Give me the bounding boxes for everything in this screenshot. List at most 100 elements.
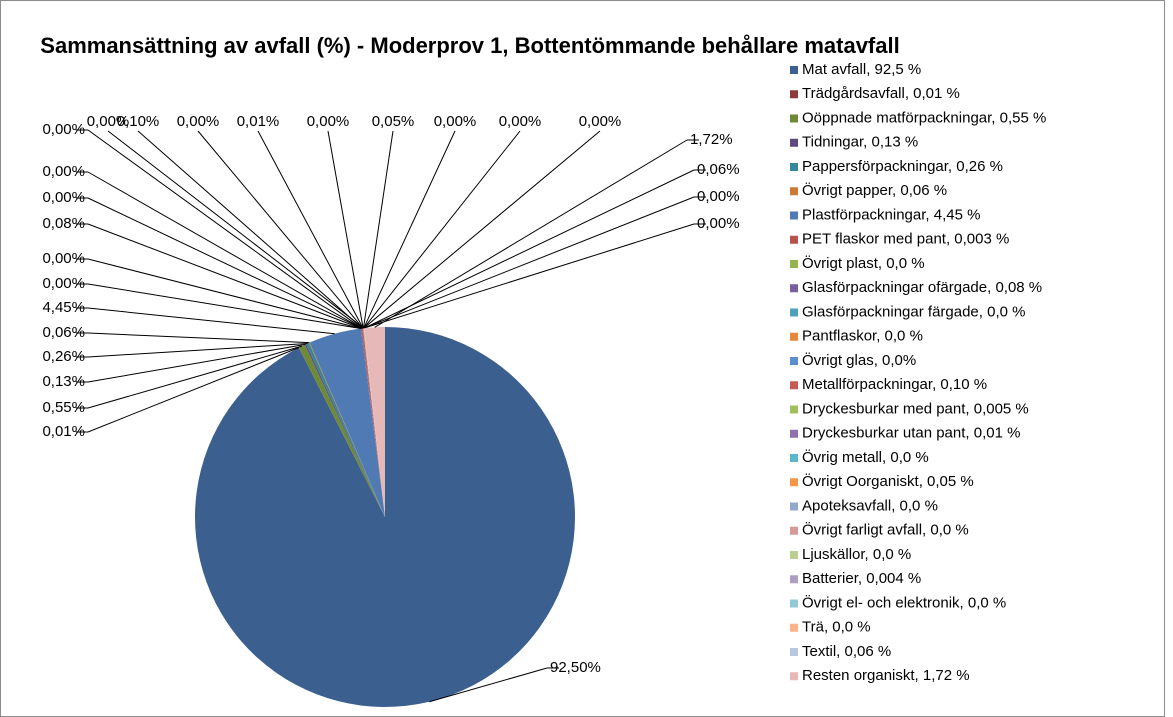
data-label: 0,06% [42,324,85,341]
legend-label: Oöppnade matförpackningar, 0,55 % [802,109,1046,126]
legend-label: Plastförpackningar, 4,45 % [802,206,980,223]
pie-slice [360,328,385,517]
leader-line [87,343,306,383]
legend-swatch [790,575,798,584]
pie-slice [309,328,385,517]
legend-label: Mat avfall, 92,5 % [802,61,921,78]
legend-label: Dryckesburkar utan pant, 0,01 % [802,425,1020,442]
data-label: 0,55% [42,399,85,416]
leader-line [87,197,363,329]
leader-line [363,130,601,329]
legend-label: Resten organiskt, 1,72 % [802,667,970,684]
data-label: 0,00% [42,121,85,138]
legend-label: Övrigt Oorganiskt, 0,05 % [802,472,974,490]
legend-swatch [790,454,798,462]
leader-line [137,130,363,329]
leader-line [87,223,362,329]
leader-line [87,342,308,358]
leader-line [87,345,303,409]
leader-line [327,130,364,329]
legend-swatch [790,648,798,656]
data-label: 92,50% [550,659,601,676]
legend-swatch [790,138,798,147]
legend-label: Metallförpackningar, 0,10 % [802,376,987,393]
leader-line [429,667,548,703]
legend-label: PET flaskor med pant, 0,003 % [802,231,1009,248]
legend-swatch [790,260,798,268]
leader-line [363,196,695,329]
legend-label: Övrig metall, 0,0 % [802,448,929,466]
data-label: 0,00% [177,113,220,130]
legend-swatch [790,478,798,487]
legend-swatch [790,90,798,99]
leader-line [197,130,364,329]
legend-swatch [790,357,798,365]
leader-line [257,130,364,329]
chart-title: Sammansättning av avfall (%) - Moderprov… [40,33,900,58]
leader-line [87,347,300,433]
legend-label: Glasförpackningar färgade, 0,0 % [802,303,1025,320]
leader-line [87,307,335,335]
data-label: 0,00% [434,113,477,130]
legend-swatch [790,284,798,293]
legend-label: Pappersförpackningar, 0,26 % [802,158,1003,175]
legend-label: Ljuskällor, 0,0 % [802,546,911,563]
data-label: 0,08% [42,215,85,232]
pie-slice [195,327,576,708]
data-label: 4,45% [42,299,85,316]
data-label: 1,72% [690,131,733,148]
data-label: 0,00% [697,215,740,232]
pie-slice [298,347,385,517]
leader-line [363,130,456,329]
legend-swatch [790,114,798,123]
legend-label: Trädgårdsavfall, 0,01 % [802,85,960,102]
legend-swatch [790,187,798,196]
legend-swatch [790,66,798,74]
leader-line [87,129,363,329]
data-label: 0,01% [237,113,280,130]
legend-label: Glasförpackningar ofärgade, 0,08 % [802,279,1042,296]
legend-label: Apoteksavfall, 0,0 % [802,497,938,514]
legend-swatch [790,211,798,220]
data-label: 0,00% [579,113,622,130]
legend-label: Batterier, 0,004 % [802,570,921,587]
pie-slice [360,328,385,517]
pie-slice [364,327,385,517]
data-label: 0,00% [42,250,85,267]
data-label: 0,00% [42,189,85,206]
legend-swatch [790,381,798,390]
leader-line [374,139,688,328]
data-label: 0,00% [307,113,350,130]
legend-swatch [790,429,798,438]
leader-line [362,130,394,329]
pie-slice [309,342,385,517]
legend-label: Tidningar, 0,13 % [802,134,918,151]
data-label: 0,00% [87,113,130,130]
leader-line [87,332,310,344]
data-label: 0,00% [697,188,740,205]
leader-line [363,169,695,329]
legend-label: Övrigt el- och elektronik, 0,0 % [802,593,1006,611]
leader-line [87,171,363,329]
data-label: 0,05% [372,113,415,130]
data-label: 0,26% [42,348,85,365]
legend-label: Övrigt plast, 0,0 % [802,254,925,272]
legend-swatch [790,551,798,559]
legend-swatch [790,502,798,511]
legend-swatch [790,672,798,681]
pie-slice [304,344,385,517]
leader-line [87,283,361,330]
legend-swatch [790,526,798,535]
legend-label: Övrigt farligt avfall, 0,0 % [802,521,969,539]
leader-line [87,258,361,330]
pie-slice [363,328,385,517]
pie-slice [361,328,385,517]
data-label: 0,00% [42,163,85,180]
data-label: 0,00% [499,113,542,130]
legend-label: Övrigt glas, 0,0% [802,351,916,369]
pie-slice [363,328,385,517]
legend-swatch [790,332,798,341]
legend-label: Övrigt papper, 0,06 % [802,181,947,199]
